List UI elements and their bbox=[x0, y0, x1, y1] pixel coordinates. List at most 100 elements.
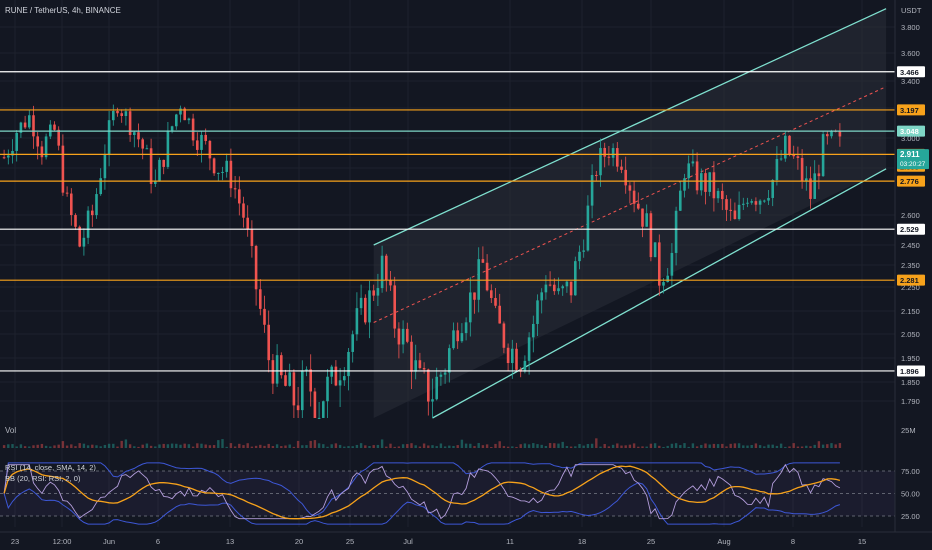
time-tick-label: 23 bbox=[11, 537, 19, 546]
volume-bar bbox=[221, 439, 224, 448]
candle-body bbox=[61, 145, 65, 193]
candle-body bbox=[511, 348, 514, 364]
volume-bar bbox=[725, 446, 728, 448]
candle-body bbox=[95, 194, 98, 216]
candle-body bbox=[53, 124, 56, 130]
volume-bar bbox=[364, 445, 367, 448]
volume-bar bbox=[422, 443, 426, 448]
volume-bar bbox=[779, 443, 783, 448]
volume-bar bbox=[515, 446, 518, 448]
volume-bar bbox=[74, 446, 77, 448]
volume-bar bbox=[267, 443, 270, 448]
volume-bar bbox=[645, 446, 648, 448]
candle-body bbox=[347, 351, 350, 377]
candle-body bbox=[746, 202, 749, 204]
volume-bar bbox=[775, 445, 779, 448]
volume-bar bbox=[70, 444, 73, 448]
bb-label: BB (20, RSI: RSI, 2, 0) bbox=[5, 474, 81, 483]
volume-bar bbox=[821, 444, 825, 448]
candle-body bbox=[107, 120, 111, 155]
volume-bar bbox=[103, 444, 107, 448]
volume-bar bbox=[569, 446, 573, 448]
rsi-label: RSI (14, close, SMA, 14, 2) bbox=[5, 463, 96, 472]
time-tick-label: 12:00 bbox=[53, 537, 72, 546]
candle-body bbox=[141, 139, 144, 149]
candle-body bbox=[670, 252, 674, 276]
candle-body bbox=[86, 210, 90, 238]
candle-body bbox=[540, 292, 543, 301]
candle-body bbox=[187, 118, 191, 121]
candle-body bbox=[208, 140, 212, 159]
candle-body bbox=[758, 200, 762, 205]
candle-body bbox=[217, 172, 220, 174]
candle-body bbox=[448, 348, 451, 373]
candle-body bbox=[561, 286, 564, 289]
candle-body bbox=[435, 376, 438, 400]
volume-bar bbox=[334, 443, 338, 448]
candle-body bbox=[469, 292, 472, 323]
candle-body bbox=[485, 262, 489, 291]
volume-bar bbox=[32, 445, 35, 448]
volume-bar bbox=[95, 445, 98, 448]
candle-body bbox=[544, 284, 548, 293]
candle-body bbox=[817, 173, 821, 177]
candle-body bbox=[280, 355, 283, 376]
candle-body bbox=[343, 376, 346, 381]
volume-bar bbox=[317, 443, 321, 448]
price-tick-label: 1.790 bbox=[901, 397, 920, 406]
volume-bar bbox=[729, 443, 732, 448]
volume-bar bbox=[658, 445, 661, 448]
volume-bar bbox=[40, 443, 44, 448]
candle-body bbox=[11, 150, 14, 156]
volume-bar bbox=[355, 444, 359, 448]
candle-body bbox=[607, 156, 611, 158]
volume-bar bbox=[19, 444, 23, 448]
volume-bar bbox=[275, 444, 279, 448]
candle-body bbox=[212, 158, 216, 174]
level-price-tag-bg bbox=[897, 175, 925, 187]
candle-body bbox=[154, 181, 157, 184]
volume-bar bbox=[809, 446, 812, 448]
volume-bar bbox=[624, 445, 627, 448]
volume-bar bbox=[359, 443, 363, 448]
price-axis[interactable]: 3.800 3.600 3.400 3.000 2.600 2.450 2.350 2.250… bbox=[897, 23, 929, 406]
candle-body bbox=[742, 203, 745, 205]
volume-bar bbox=[124, 439, 128, 448]
volume-bar bbox=[296, 440, 300, 448]
candle-body bbox=[128, 111, 132, 135]
volume-bar bbox=[309, 440, 312, 448]
candle-body bbox=[784, 135, 787, 159]
candle-body bbox=[578, 251, 581, 262]
time-tick-label: 13 bbox=[226, 537, 234, 546]
candle-body bbox=[666, 275, 669, 283]
candle-body bbox=[645, 213, 648, 227]
channel-fill bbox=[373, 8, 887, 419]
candle-body bbox=[183, 108, 186, 121]
price-tick-label: 3.800 bbox=[901, 23, 920, 32]
volume-bar bbox=[691, 443, 695, 448]
candle-body bbox=[523, 360, 527, 372]
rsi-line bbox=[3, 463, 841, 520]
level-price-tag-bg bbox=[897, 274, 925, 286]
volume-bar bbox=[641, 446, 644, 448]
candle-body bbox=[380, 255, 384, 289]
volume-axis-label: 25M bbox=[901, 426, 916, 435]
level-price-tag: 2.529 bbox=[900, 225, 919, 234]
time-tick-label: 25 bbox=[346, 537, 354, 546]
volume-bar bbox=[561, 441, 564, 448]
volume-bar bbox=[548, 443, 552, 448]
volume-bar bbox=[78, 443, 81, 448]
candle-body bbox=[334, 366, 338, 386]
candle-body bbox=[788, 135, 791, 155]
horizontal-levels[interactable] bbox=[0, 71, 895, 372]
volume-bar bbox=[771, 444, 774, 448]
candle-body bbox=[653, 242, 657, 258]
candle-body bbox=[40, 146, 44, 158]
volume-label: Vol bbox=[5, 426, 16, 435]
candle-body bbox=[481, 259, 485, 263]
volume-bar bbox=[225, 446, 228, 448]
volume-bar bbox=[490, 446, 493, 448]
volume-bar bbox=[565, 446, 569, 448]
